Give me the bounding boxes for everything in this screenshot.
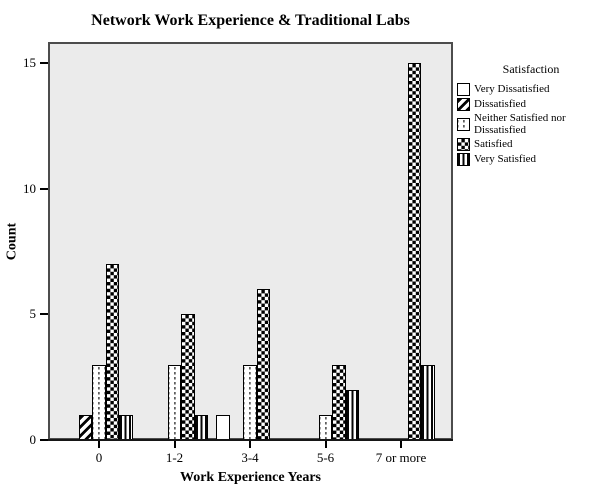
legend-items: Very Dissatisfied Dissatisfied Neither Sat…: [455, 83, 607, 166]
diagonal-stripes-swatch-icon: [457, 98, 470, 111]
legend-item-2: Neither Satisfied nor Dissatisfied: [457, 112, 607, 136]
legend-title: Satisfaction: [502, 62, 560, 76]
y-axis-tick: [40, 62, 48, 64]
x-axis-tick-label: 5-6: [316, 450, 335, 465]
legend-item-label: Satisfied: [474, 137, 513, 150]
legend-item-label: Very Dissatisfied: [474, 82, 550, 95]
checkerboard-swatch-icon: [457, 138, 470, 151]
y-axis-tick-label: 0: [29, 432, 37, 447]
chart-title: Network Work Experience & Traditional La…: [91, 12, 410, 29]
y-axis-title: Count: [4, 222, 20, 261]
dot-grid-swatch-icon: [457, 118, 470, 131]
y-axis-tick-label: 5: [29, 306, 37, 322]
legend-item-3: Satisfied: [457, 138, 607, 151]
x-axis-tick: [324, 441, 327, 448]
y-axis-tick-label: 15: [23, 55, 36, 70]
x-axis-tick: [173, 441, 176, 448]
x-axis-line: [40, 438, 453, 441]
y-axis-tick: [40, 313, 48, 316]
legend-item-0: Very Dissatisfied: [457, 83, 607, 96]
x-axis-tick: [98, 441, 100, 448]
x-axis-tick-label: 0: [95, 450, 103, 465]
legend-item-label: Very Satisfied: [474, 152, 537, 165]
plot-area: [48, 42, 453, 440]
x-axis-tick-label: 7 or more: [375, 450, 427, 465]
x-axis-tick: [400, 441, 402, 448]
vertical-stripes-swatch-icon: [457, 153, 470, 166]
legend-item-label: Dissatisfied: [474, 97, 526, 110]
legend-item-1: Dissatisfied: [457, 98, 607, 111]
legend-item-label: Neither Satisfied nor Dissatisfied: [474, 112, 566, 136]
y-axis-tick: [40, 187, 48, 190]
x-axis-tick: [249, 441, 251, 448]
x-axis-title: Work Experience Years: [179, 470, 321, 485]
x-axis-tick-label: 1-2: [165, 450, 184, 465]
legend-item-4: Very Satisfied: [457, 153, 607, 166]
legend: Satisfaction Very Dissatisfied Dissatisfi…: [455, 62, 607, 168]
solid-white-swatch-icon: [457, 83, 470, 96]
y-axis-tick-label: 10: [23, 180, 36, 196]
x-axis-tick-label: 3-4: [241, 450, 259, 465]
